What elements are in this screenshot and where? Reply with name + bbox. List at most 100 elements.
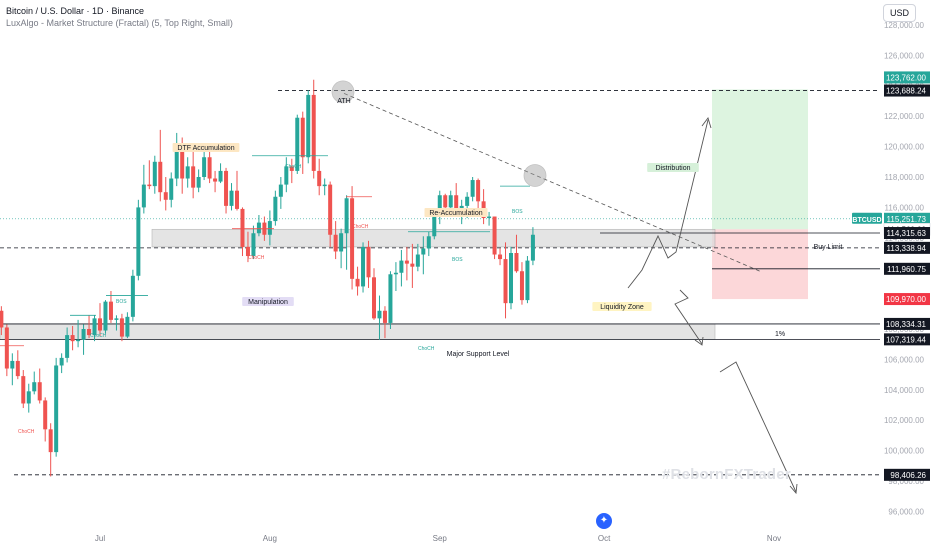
candle	[81, 324, 86, 355]
candle	[295, 114, 300, 174]
candle-body	[448, 195, 453, 208]
candle	[136, 199, 141, 281]
candle	[311, 79, 316, 179]
candle	[404, 246, 409, 281]
structure-label: BOS	[452, 257, 463, 263]
candle-body	[229, 190, 234, 206]
candle	[350, 186, 355, 290]
price-tag	[884, 71, 930, 84]
candle-body	[317, 170, 322, 187]
candle-body	[15, 360, 20, 377]
candle	[317, 158, 322, 196]
candle-body	[119, 318, 124, 337]
descending-trendline	[343, 93, 761, 272]
candle-body	[388, 274, 393, 323]
candle-body	[410, 263, 415, 267]
x-tick-label: Jul	[95, 534, 105, 543]
price-tag	[884, 468, 930, 481]
candle-body	[514, 253, 519, 272]
candle	[70, 325, 75, 351]
candle-body	[70, 335, 75, 342]
candle-body	[284, 166, 289, 185]
candle-body	[240, 208, 245, 247]
candle	[366, 240, 371, 288]
candle	[65, 327, 70, 363]
currency-button[interactable]: USD	[882, 4, 916, 22]
candle	[273, 190, 278, 226]
candle	[229, 183, 234, 211]
candle	[530, 227, 535, 266]
structure-label: ChoCH	[18, 429, 35, 435]
breakdown-arrow-head	[789, 483, 798, 495]
candle-body	[382, 310, 387, 323]
candle-body	[322, 184, 327, 187]
candle-body	[339, 233, 344, 252]
candle-body	[470, 180, 475, 197]
x-tick-label: Oct	[598, 534, 611, 543]
candle	[399, 249, 404, 287]
candle-body	[278, 184, 283, 197]
candle	[32, 371, 37, 395]
breakdown-projection-path	[719, 361, 797, 493]
y-tick-label: 104,000.00	[884, 386, 925, 395]
candle	[10, 353, 15, 386]
candle	[393, 262, 398, 291]
candle	[476, 178, 481, 214]
candle-body	[300, 117, 305, 158]
price-tag-label: 123,762.00	[886, 73, 927, 82]
candle-body	[224, 170, 229, 206]
indicator-legend: LuxAlgo - Market Structure (Fractal) (5,…	[6, 18, 233, 28]
candle	[300, 111, 305, 174]
candle	[245, 231, 250, 263]
candle	[519, 262, 524, 305]
x-tick-label: Nov	[767, 534, 781, 543]
candle-body	[421, 248, 426, 255]
bullish-projection-path	[627, 119, 709, 289]
candle	[525, 256, 530, 304]
candle	[377, 295, 382, 340]
candle-body	[361, 246, 366, 287]
chart-title: Bitcoin / U.S. Dollar · 1D · Binance	[6, 6, 145, 16]
candle-body	[21, 376, 26, 404]
candle-body	[92, 318, 97, 336]
candle-body	[509, 253, 513, 304]
candle-body	[426, 236, 431, 249]
candles	[0, 79, 535, 477]
candle	[426, 231, 431, 257]
candle-body	[492, 216, 497, 255]
candle	[481, 189, 486, 225]
y-tick-label: 128,000.00	[884, 21, 925, 30]
candle-body	[98, 318, 102, 331]
candle	[147, 160, 152, 190]
candle-body	[530, 234, 535, 261]
price-tag-label: 107,319.44	[886, 335, 927, 344]
candle	[37, 368, 42, 404]
price-tag-label: 115,251.73	[887, 215, 927, 224]
y-tick-label: 100,000.00	[884, 447, 925, 456]
candle-body	[344, 198, 349, 234]
x-tick-label: Sep	[433, 534, 448, 543]
candle-body	[202, 157, 207, 177]
watermark: #RebornFXTrader	[662, 466, 791, 483]
price-tag-label: 114,315.63	[887, 229, 927, 238]
candle	[114, 315, 119, 331]
price-tag	[884, 262, 930, 275]
annotation-background	[592, 302, 652, 311]
y-tick-label: 118,000.00	[885, 173, 925, 182]
candle-body	[152, 161, 157, 187]
candle-body	[191, 166, 196, 188]
candle	[454, 183, 459, 212]
candle	[339, 228, 344, 269]
candle-body	[108, 301, 113, 320]
price-tag	[884, 241, 930, 254]
y-tick-label: 106,000.00	[884, 355, 925, 364]
candle-body	[185, 166, 190, 179]
candle	[202, 151, 207, 181]
candle	[492, 216, 497, 260]
candle-body	[76, 339, 81, 342]
candle	[514, 234, 519, 273]
candle-body	[256, 222, 261, 234]
candle	[333, 221, 338, 260]
candle-body	[213, 178, 218, 182]
